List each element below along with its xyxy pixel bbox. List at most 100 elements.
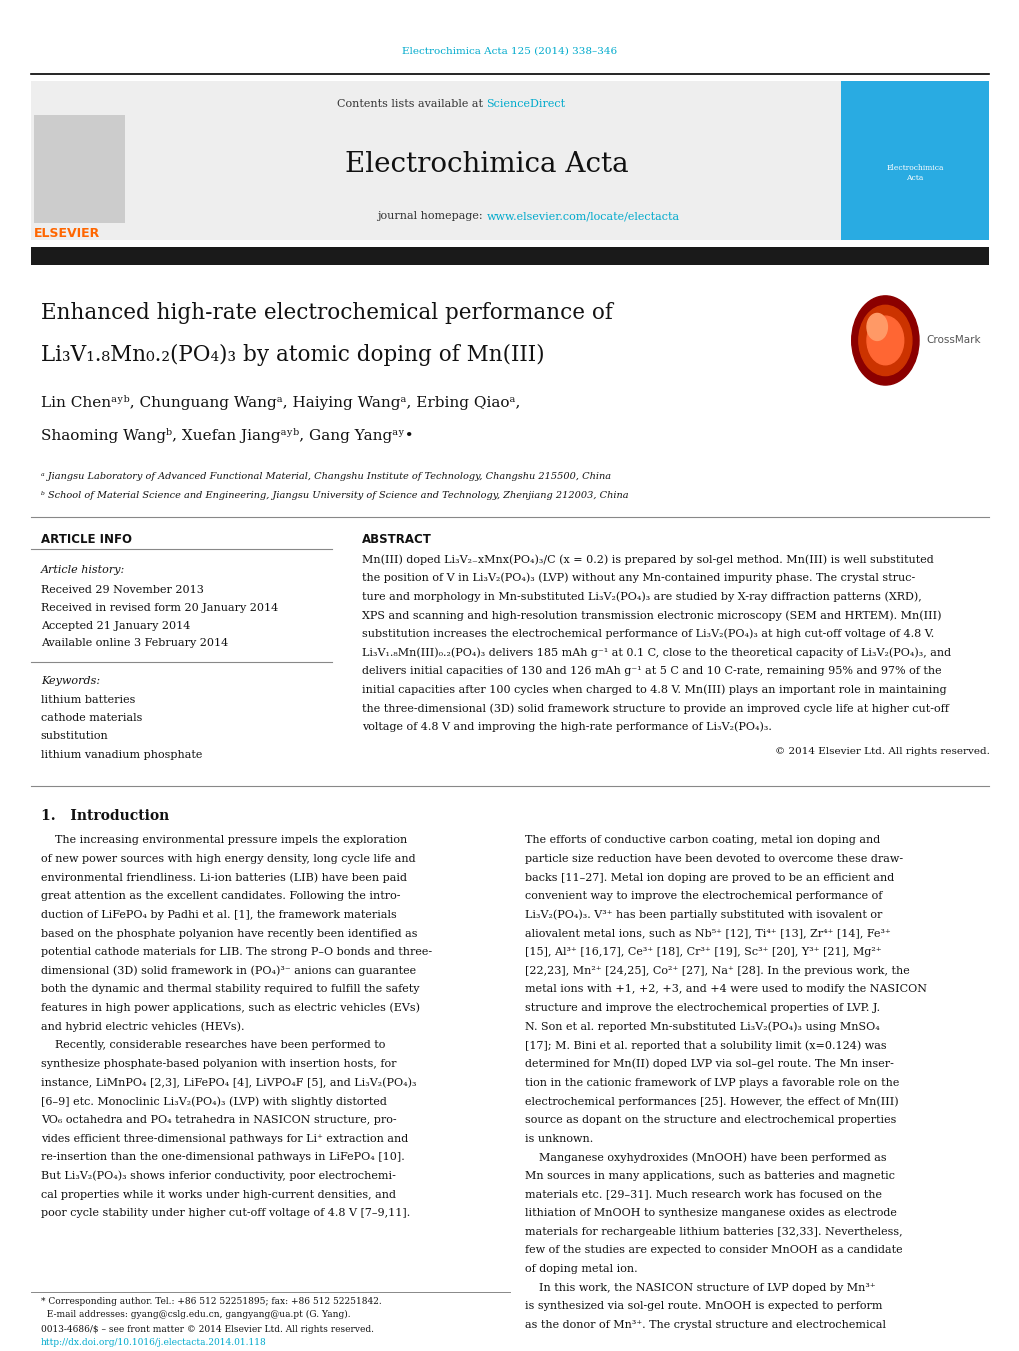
Text: electrochemical performances [25]. However, the effect of Mn(III): electrochemical performances [25]. Howev… (525, 1096, 898, 1106)
Text: environmental friendliness. Li-ion batteries (LIB) have been paid: environmental friendliness. Li-ion batte… (41, 873, 407, 884)
Text: 1.   Introduction: 1. Introduction (41, 809, 169, 823)
Text: the three-dimensional (3D) solid framework structure to provide an improved cycl: the three-dimensional (3D) solid framewo… (362, 703, 948, 713)
Text: Received 29 November 2013: Received 29 November 2013 (41, 585, 204, 596)
FancyBboxPatch shape (841, 81, 988, 240)
Text: [15], Al³⁺ [16,17], Ce³⁺ [18], Cr³⁺ [19], Sc³⁺ [20], Y³⁺ [21], Mg²⁺: [15], Al³⁺ [16,17], Ce³⁺ [18], Cr³⁺ [19]… (525, 947, 881, 958)
Text: re-insertion than the one-dimensional pathways in LiFePO₄ [10].: re-insertion than the one-dimensional pa… (41, 1152, 405, 1162)
Text: aliovalent metal ions, such as Nb⁵⁺ [12], Ti⁴⁺ [13], Zr⁴⁺ [14], Fe³⁺: aliovalent metal ions, such as Nb⁵⁺ [12]… (525, 928, 891, 939)
Text: [6–9] etc. Monoclinic Li₃V₂(PO₄)₃ (LVP) with slightly distorted: [6–9] etc. Monoclinic Li₃V₂(PO₄)₃ (LVP) … (41, 1096, 386, 1106)
Text: duction of LiFePO₄ by Padhi et al. [1], the framework materials: duction of LiFePO₄ by Padhi et al. [1], … (41, 909, 396, 920)
Text: initial capacities after 100 cycles when charged to 4.8 V. Mn(III) plays an impo: initial capacities after 100 cycles when… (362, 685, 946, 696)
Text: Mn(III) doped Li₃V₂₋xMnx(PO₄)₃/C (x = 0.2) is prepared by sol-gel method. Mn(III: Mn(III) doped Li₃V₂₋xMnx(PO₄)₃/C (x = 0.… (362, 554, 933, 565)
Text: [17]; M. Bini et al. reported that a solubility limit (x=0.124) was: [17]; M. Bini et al. reported that a sol… (525, 1040, 887, 1051)
Text: dimensional (3D) solid framework in (PO₄)³⁻ anions can guarantee: dimensional (3D) solid framework in (PO₄… (41, 966, 416, 977)
Text: Contents lists available at: Contents lists available at (336, 99, 486, 109)
Text: Keywords:: Keywords: (41, 676, 100, 686)
Text: ELSEVIER: ELSEVIER (34, 227, 100, 240)
Text: determined for Mn(II) doped LVP via sol–gel route. The Mn inser-: determined for Mn(II) doped LVP via sol–… (525, 1059, 894, 1070)
Text: great attention as the excellent candidates. Following the intro-: great attention as the excellent candida… (41, 892, 399, 901)
Text: of new power sources with high energy density, long cycle life and: of new power sources with high energy de… (41, 854, 415, 865)
Text: delivers initial capacities of 130 and 126 mAh g⁻¹ at 5 C and 10 C-rate, remaini: delivers initial capacities of 130 and 1… (362, 666, 941, 677)
Text: materials for rechargeable lithium batteries [32,33]. Nevertheless,: materials for rechargeable lithium batte… (525, 1227, 902, 1238)
Text: convenient way to improve the electrochemical performance of: convenient way to improve the electroche… (525, 892, 881, 901)
Text: Li₃V₂(PO₄)₃. V³⁺ has been partially substituted with isovalent or: Li₃V₂(PO₄)₃. V³⁺ has been partially subs… (525, 909, 881, 920)
Text: structure and improve the electrochemical properties of LVP. J.: structure and improve the electrochemica… (525, 1002, 879, 1013)
Text: features in high power applications, such as electric vehicles (EVs): features in high power applications, suc… (41, 1002, 420, 1013)
Text: source as dopant on the structure and electrochemical properties: source as dopant on the structure and el… (525, 1115, 896, 1125)
Text: is unknown.: is unknown. (525, 1133, 593, 1144)
Text: VO₆ octahedra and PO₄ tetrahedra in NASICON structure, pro-: VO₆ octahedra and PO₄ tetrahedra in NASI… (41, 1115, 396, 1125)
Text: Shaoming Wangᵇ, Xuefan Jiangᵃʸᵇ, Gang Yangᵃʸ•: Shaoming Wangᵇ, Xuefan Jiangᵃʸᵇ, Gang Ya… (41, 427, 413, 443)
Text: ABSTRACT: ABSTRACT (362, 532, 432, 546)
Text: few of the studies are expected to consider MnOOH as a candidate: few of the studies are expected to consi… (525, 1246, 902, 1255)
Text: synthesize phosphate-based polyanion with insertion hosts, for: synthesize phosphate-based polyanion wit… (41, 1059, 396, 1069)
Text: Electrochimica Acta: Electrochimica Acta (344, 151, 628, 178)
Text: E-mail addresses: gyang@cslg.edu.cn, gangyang@ua.pt (G. Yang).: E-mail addresses: gyang@cslg.edu.cn, gan… (41, 1310, 351, 1319)
Text: N. Son et al. reported Mn-substituted Li₃V₂(PO₄)₃ using MnSO₄: N. Son et al. reported Mn-substituted Li… (525, 1021, 879, 1032)
Text: backs [11–27]. Metal ion doping are proved to be an efficient and: backs [11–27]. Metal ion doping are prov… (525, 873, 894, 882)
Text: Mn sources in many applications, such as batteries and magnetic: Mn sources in many applications, such as… (525, 1171, 895, 1181)
Circle shape (851, 296, 918, 385)
Circle shape (866, 313, 887, 340)
FancyBboxPatch shape (132, 81, 841, 240)
Text: Received in revised form 20 January 2014: Received in revised form 20 January 2014 (41, 603, 278, 613)
Text: voltage of 4.8 V and improving the high-rate performance of Li₃V₂(PO₄)₃.: voltage of 4.8 V and improving the high-… (362, 721, 771, 732)
FancyBboxPatch shape (31, 81, 132, 240)
Text: ture and morphology in Mn-substituted Li₃V₂(PO₄)₃ are studied by X-ray diffracti: ture and morphology in Mn-substituted Li… (362, 592, 921, 603)
Text: cathode materials: cathode materials (41, 713, 142, 723)
Text: Accepted 21 January 2014: Accepted 21 January 2014 (41, 620, 190, 631)
Text: Article history:: Article history: (41, 565, 125, 576)
Text: ᵃ Jiangsu Laboratory of Advanced Functional Material, Changshu Institute of Tech: ᵃ Jiangsu Laboratory of Advanced Functio… (41, 473, 610, 481)
Text: Lin Chenᵃʸᵇ, Chunguang Wangᵃ, Haiying Wangᵃ, Erbing Qiaoᵃ,: Lin Chenᵃʸᵇ, Chunguang Wangᵃ, Haiying Wa… (41, 394, 520, 411)
Text: Manganese oxyhydroxides (MnOOH) have been performed as: Manganese oxyhydroxides (MnOOH) have bee… (525, 1152, 887, 1163)
Text: and hybrid electric vehicles (HEVs).: and hybrid electric vehicles (HEVs). (41, 1021, 245, 1032)
Text: © 2014 Elsevier Ltd. All rights reserved.: © 2014 Elsevier Ltd. All rights reserved… (773, 747, 988, 755)
Text: Recently, considerable researches have been performed to: Recently, considerable researches have b… (41, 1040, 385, 1051)
Text: * Corresponding author. Tel.: +86 512 52251895; fax: +86 512 52251842.: * Corresponding author. Tel.: +86 512 52… (41, 1297, 381, 1305)
Text: lithium batteries: lithium batteries (41, 694, 136, 705)
Text: ScienceDirect: ScienceDirect (486, 99, 566, 109)
Text: But Li₃V₂(PO₄)₃ shows inferior conductivity, poor electrochemi-: But Li₃V₂(PO₄)₃ shows inferior conductiv… (41, 1170, 395, 1181)
Text: cal properties while it works under high-current densities, and: cal properties while it works under high… (41, 1189, 395, 1200)
Text: based on the phosphate polyanion have recently been identified as: based on the phosphate polyanion have re… (41, 928, 417, 939)
Text: substitution increases the electrochemical performance of Li₃V₂(PO₄)₃ at high cu: substitution increases the electrochemic… (362, 628, 933, 639)
Text: substitution: substitution (41, 731, 108, 742)
Text: Available online 3 February 2014: Available online 3 February 2014 (41, 638, 228, 648)
Circle shape (866, 316, 903, 365)
Text: www.elsevier.com/locate/electacta: www.elsevier.com/locate/electacta (486, 211, 679, 222)
Text: Electrochimica
Acta: Electrochimica Acta (886, 165, 943, 181)
Text: metal ions with +1, +2, +3, and +4 were used to modify the NASICON: metal ions with +1, +2, +3, and +4 were … (525, 985, 926, 994)
Circle shape (858, 305, 911, 376)
Text: Li₃V₁.₈Mn(III)₀.₂(PO₄)₃ delivers 185 mAh g⁻¹ at 0.1 C, close to the theoretical : Li₃V₁.₈Mn(III)₀.₂(PO₄)₃ delivers 185 mAh… (362, 647, 951, 658)
Text: Li₃V₁.₈Mn₀.₂(PO₄)₃ by atomic doping of Mn(III): Li₃V₁.₈Mn₀.₂(PO₄)₃ by atomic doping of M… (41, 345, 544, 366)
Text: http://dx.doi.org/10.1016/j.electacta.2014.01.118: http://dx.doi.org/10.1016/j.electacta.20… (41, 1339, 266, 1347)
Text: ᵇ School of Material Science and Engineering, Jiangsu University of Science and : ᵇ School of Material Science and Enginee… (41, 492, 628, 500)
Text: potential cathode materials for LIB. The strong P–O bonds and three-: potential cathode materials for LIB. The… (41, 947, 431, 958)
Text: as the donor of Mn³⁺. The crystal structure and electrochemical: as the donor of Mn³⁺. The crystal struct… (525, 1320, 886, 1331)
Text: [22,23], Mn²⁺ [24,25], Co²⁺ [27], Na⁺ [28]. In the previous work, the: [22,23], Mn²⁺ [24,25], Co²⁺ [27], Na⁺ [2… (525, 966, 909, 975)
Text: CrossMark: CrossMark (925, 335, 980, 346)
Text: both the dynamic and thermal stability required to fulfill the safety: both the dynamic and thermal stability r… (41, 985, 419, 994)
Text: lithium vanadium phosphate: lithium vanadium phosphate (41, 750, 202, 759)
Text: materials etc. [29–31]. Much research work has focused on the: materials etc. [29–31]. Much research wo… (525, 1189, 881, 1200)
Text: poor cycle stability under higher cut-off voltage of 4.8 V [7–9,11].: poor cycle stability under higher cut-of… (41, 1208, 410, 1219)
Text: instance, LiMnPO₄ [2,3], LiFePO₄ [4], LiVPO₄F [5], and Li₃V₂(PO₄)₃: instance, LiMnPO₄ [2,3], LiFePO₄ [4], Li… (41, 1078, 416, 1088)
Text: ARTICLE INFO: ARTICLE INFO (41, 532, 131, 546)
Text: Electrochimica Acta 125 (2014) 338–346: Electrochimica Acta 125 (2014) 338–346 (403, 47, 616, 55)
Text: 0013-4686/$ – see front matter © 2014 Elsevier Ltd. All rights reserved.: 0013-4686/$ – see front matter © 2014 El… (41, 1325, 373, 1333)
Text: is synthesized via sol-gel route. MnOOH is expected to perform: is synthesized via sol-gel route. MnOOH … (525, 1301, 881, 1312)
FancyBboxPatch shape (31, 247, 988, 265)
Text: lithiation of MnOOH to synthesize manganese oxides as electrode: lithiation of MnOOH to synthesize mangan… (525, 1208, 897, 1219)
Text: particle size reduction have been devoted to overcome these draw-: particle size reduction have been devote… (525, 854, 903, 865)
FancyBboxPatch shape (34, 115, 125, 223)
Text: The increasing environmental pressure impels the exploration: The increasing environmental pressure im… (41, 835, 407, 846)
Text: In this work, the NASICON structure of LVP doped by Mn³⁺: In this work, the NASICON structure of L… (525, 1282, 875, 1293)
Text: The efforts of conductive carbon coating, metal ion doping and: The efforts of conductive carbon coating… (525, 835, 879, 846)
Text: Enhanced high-rate electrochemical performance of: Enhanced high-rate electrochemical perfo… (41, 303, 612, 324)
Text: vides efficient three-dimensional pathways for Li⁺ extraction and: vides efficient three-dimensional pathwa… (41, 1133, 408, 1144)
Text: journal homepage:: journal homepage: (377, 211, 486, 222)
Text: XPS and scanning and high-resolution transmission electronic microscopy (SEM and: XPS and scanning and high-resolution tra… (362, 609, 941, 620)
Text: the position of V in Li₃V₂(PO₄)₃ (LVP) without any Mn-contained impurity phase. : the position of V in Li₃V₂(PO₄)₃ (LVP) w… (362, 573, 914, 584)
Text: of doping metal ion.: of doping metal ion. (525, 1265, 637, 1274)
Text: tion in the cationic framework of LVP plays a favorable role on the: tion in the cationic framework of LVP pl… (525, 1078, 899, 1088)
